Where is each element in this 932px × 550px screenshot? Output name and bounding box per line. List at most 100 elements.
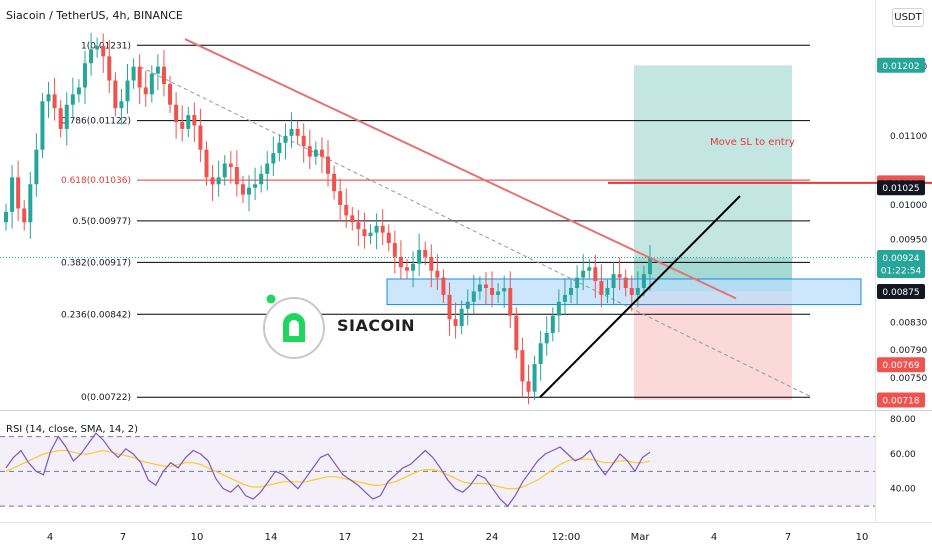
candle	[550, 307, 555, 342]
candle-body	[562, 294, 567, 302]
candle	[76, 79, 81, 103]
candle-body	[76, 87, 81, 95]
candle-body	[447, 294, 452, 320]
candle	[471, 274, 476, 315]
candle-body	[496, 291, 501, 295]
candle	[344, 188, 349, 228]
candle	[465, 289, 470, 326]
candle-body	[253, 184, 258, 188]
candle-body	[137, 66, 142, 88]
candle-body	[95, 45, 100, 50]
candle-body	[149, 73, 154, 95]
candle-body	[247, 187, 252, 195]
candle-body	[459, 308, 464, 327]
candle-body	[490, 287, 495, 295]
candle-body	[477, 284, 482, 292]
time-tick-3: 14	[265, 532, 278, 543]
candle	[532, 355, 537, 401]
candle-body	[283, 135, 288, 143]
fib-level-label-5: 0.236(0.00842)	[61, 310, 131, 320]
candle	[119, 88, 124, 125]
rsi-indicator-title[interactable]: RSI (14, close, SMA, 14, 2)	[6, 424, 139, 435]
candle-body	[550, 315, 555, 333]
candle-body	[289, 128, 294, 136]
candle-body	[332, 173, 337, 192]
candle	[569, 279, 574, 304]
candle	[617, 257, 622, 291]
price-badge-label-5: 0.00769	[882, 361, 919, 371]
fib-level-label-3: 0.5(0.00977)	[72, 217, 131, 227]
candle	[265, 151, 270, 191]
candle-body	[599, 281, 604, 295]
price-badge-2	[877, 180, 925, 196]
candle-body	[228, 163, 233, 167]
candle	[502, 275, 507, 309]
candle	[575, 265, 580, 305]
price-tick-5: 0.00790	[890, 346, 927, 356]
candle	[228, 151, 233, 184]
candle-body	[131, 66, 136, 81]
candle-body	[514, 315, 519, 351]
candle-body	[4, 211, 8, 223]
candle	[338, 178, 343, 222]
candle	[82, 50, 87, 105]
candle-body	[569, 287, 574, 295]
price-badge-3	[877, 250, 925, 279]
candle-body	[10, 177, 15, 212]
candle	[356, 209, 361, 246]
diagonal-projection-line	[139, 66, 813, 398]
siacoin-logo-dot	[266, 294, 276, 304]
candle	[562, 278, 567, 315]
candle-body	[435, 270, 440, 278]
candle-body	[581, 270, 586, 278]
candle-body	[544, 332, 549, 344]
candle	[192, 102, 197, 143]
candle-body	[368, 232, 373, 237]
candle	[222, 155, 227, 186]
candle-body	[605, 287, 610, 295]
currency-button[interactable]: USDT	[892, 8, 924, 27]
candle-body	[161, 66, 166, 84]
candle-body	[277, 142, 282, 154]
candle	[459, 300, 464, 335]
candle	[477, 276, 482, 300]
candle	[392, 230, 397, 274]
price-badge-label-4: 0.00875	[882, 288, 919, 298]
candle	[107, 39, 112, 93]
candle	[259, 165, 264, 193]
price-badge-label-0: 0.01202	[882, 62, 919, 72]
price-badge-label-6: 0.00718	[882, 397, 919, 407]
time-tick-11: 10	[856, 532, 869, 543]
candle	[301, 123, 306, 163]
candle	[307, 129, 312, 170]
candle-body	[508, 287, 513, 316]
candle	[113, 72, 118, 117]
candle-body	[587, 267, 592, 271]
candle-body	[58, 108, 63, 129]
candle	[526, 364, 531, 405]
symbol-title[interactable]: Siacoin / TetherUS, 4h, BINANCE	[6, 9, 183, 22]
candle	[490, 271, 495, 308]
candle	[216, 160, 221, 197]
candle-body	[82, 63, 87, 88]
candle-body	[502, 287, 507, 292]
candle	[429, 244, 434, 288]
candle-body	[46, 94, 51, 102]
time-tick-8: Mar	[631, 532, 651, 543]
price-tick-1: 0.01100	[890, 132, 927, 142]
price-badge-5	[877, 357, 925, 373]
candle	[52, 77, 57, 121]
fib-level-label-2: 0.618(0.01036)	[61, 176, 131, 186]
candle-body	[617, 274, 622, 278]
candle	[599, 264, 604, 308]
candle-body	[113, 80, 118, 109]
candle	[496, 283, 501, 304]
candle-body	[648, 257, 652, 275]
candle-body	[362, 229, 367, 237]
candle	[423, 241, 428, 266]
rising-trend-line	[539, 195, 741, 398]
candle-body	[186, 115, 191, 129]
candle-body	[155, 66, 160, 74]
